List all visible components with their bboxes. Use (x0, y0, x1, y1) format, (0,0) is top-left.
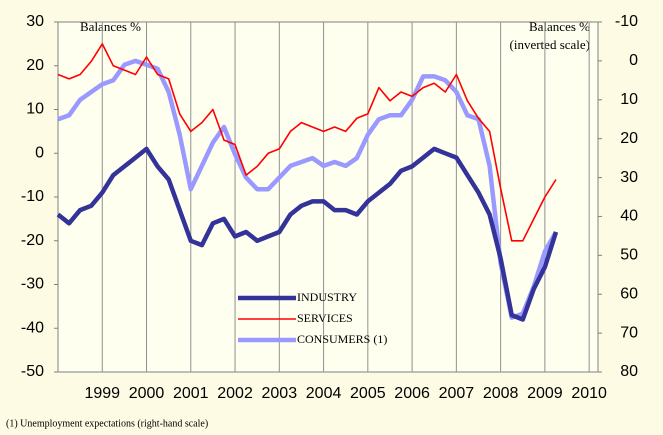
y-tick-label: 0 (35, 144, 44, 161)
y-tick-label: 10 (26, 101, 44, 118)
x-tick-label: 2009 (527, 385, 563, 402)
y2-tick-label: 50 (620, 247, 638, 264)
legend-label: INDUSTRY (297, 290, 357, 304)
y-tick-label: -30 (21, 276, 44, 293)
y2-tick-label: 60 (620, 285, 638, 302)
x-tick-label: 2004 (306, 385, 342, 402)
y2-tick-label: 0 (629, 52, 638, 69)
y2-tick-label: 40 (620, 208, 638, 225)
y2-tick-label: -10 (615, 13, 638, 30)
x-tick-label: 2006 (394, 385, 430, 402)
legend-label: SERVICES (297, 311, 353, 325)
x-tick-label: 1999 (84, 385, 120, 402)
plot-area (57, 21, 599, 373)
legend-label: CONSUMERS (1) (297, 332, 387, 346)
x-tick-label: 2005 (350, 385, 386, 402)
left-axis-label: Balances % (80, 19, 141, 34)
y2-tick-label: 10 (620, 91, 638, 108)
series-line (57, 43, 557, 242)
y2-tick-label: 70 (620, 324, 638, 341)
right-axis-sublabel: (inverted scale) (510, 37, 590, 52)
y-tick-label: -10 (21, 188, 44, 205)
x-tick-label: 2003 (262, 385, 298, 402)
series-line (57, 58, 558, 320)
y2-tick-label: 30 (620, 169, 638, 186)
x-tick-label: 2001 (173, 385, 209, 402)
y2-tick-label: 80 (620, 363, 638, 380)
y-tick-label: 20 (26, 57, 44, 74)
x-tick-label: 2000 (129, 385, 165, 402)
y-tick-label: 30 (26, 13, 44, 30)
x-tick-label: 2007 (439, 385, 475, 402)
y-tick-label: -50 (21, 363, 44, 380)
series-line (56, 146, 559, 322)
x-tick-label: 2008 (483, 385, 519, 402)
x-tick-label: 2010 (571, 385, 607, 402)
y2-tick-label: 20 (620, 130, 638, 147)
right-axis-label: Balances % (529, 19, 590, 34)
footnote: (1) Unemployment expectations (right-han… (6, 418, 208, 429)
x-tick-label: 2002 (217, 385, 253, 402)
y-tick-label: -20 (21, 232, 44, 249)
y-tick-label: -40 (21, 319, 44, 336)
